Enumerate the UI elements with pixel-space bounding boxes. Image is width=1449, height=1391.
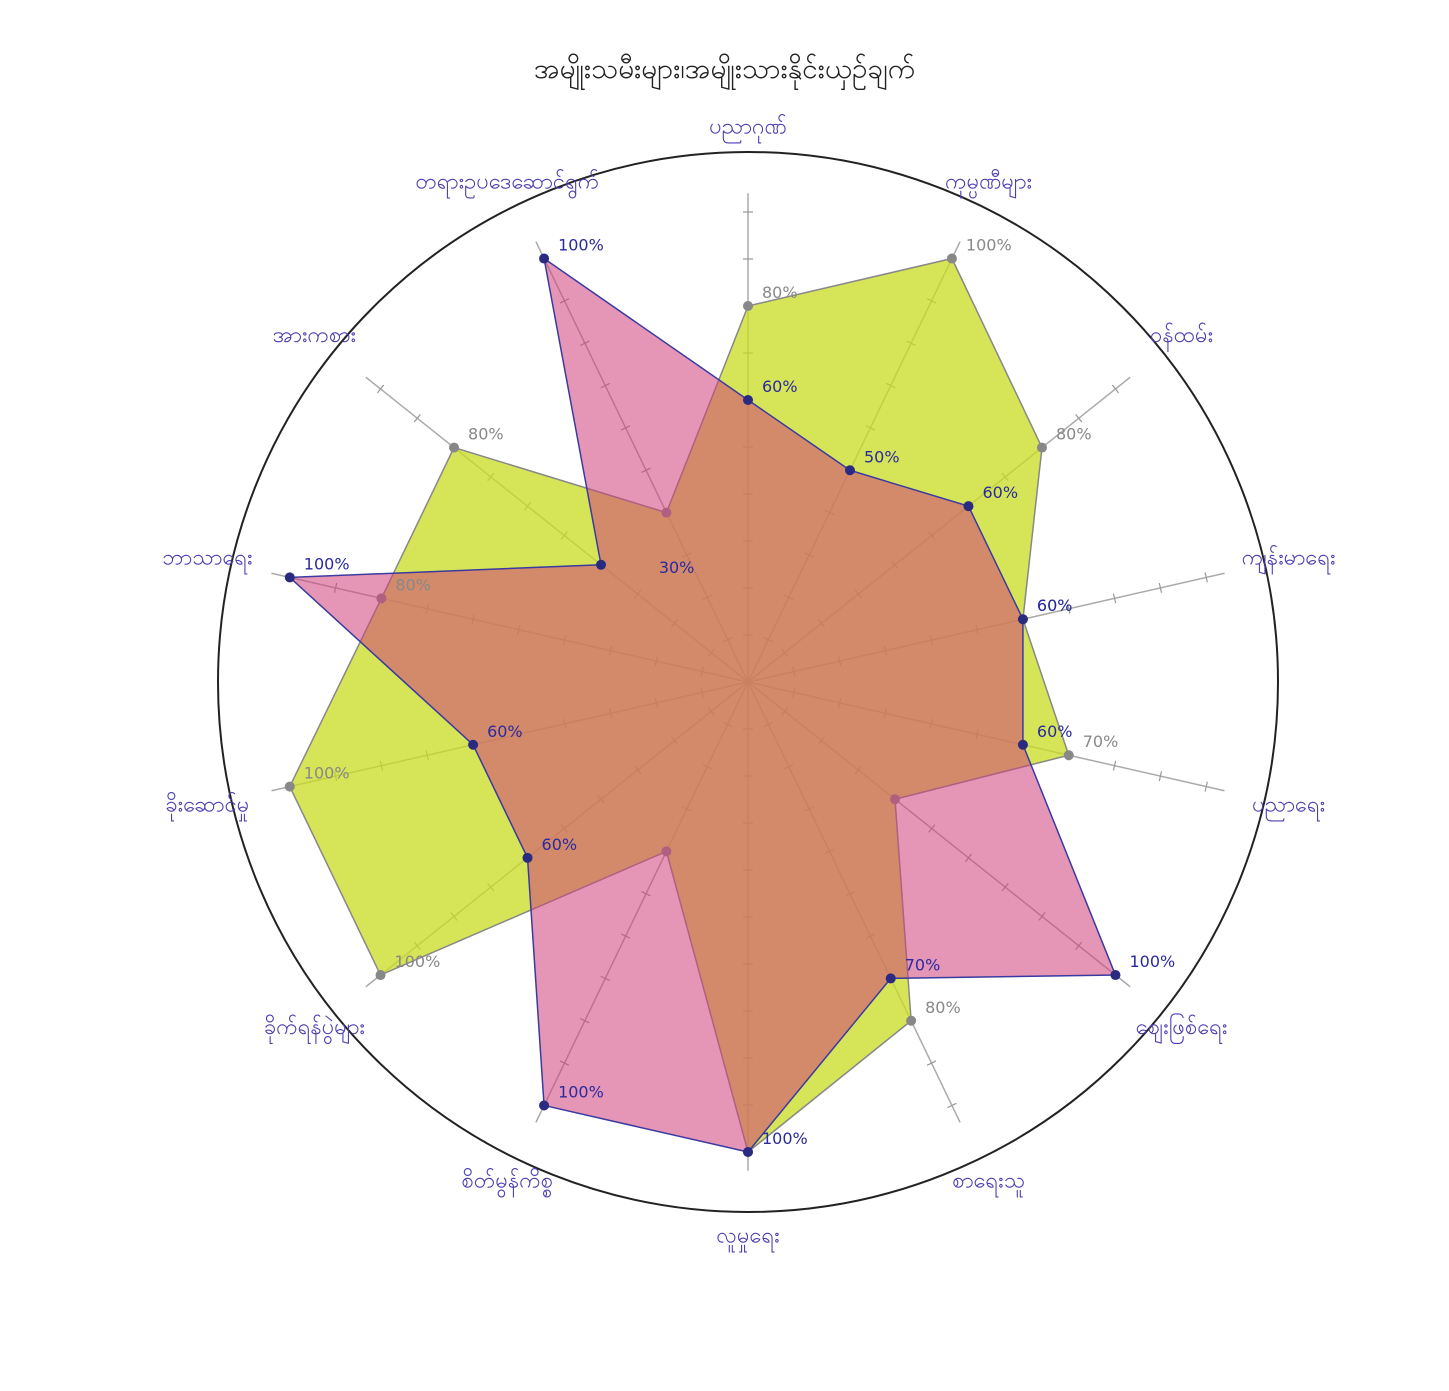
series-1-point	[449, 442, 460, 453]
green-value-label: 100%	[966, 236, 1012, 255]
series-2-point	[596, 559, 607, 570]
pink-value-label: 60%	[542, 835, 578, 854]
pink-value-label: 60%	[1037, 596, 1073, 615]
spoke-tick	[1075, 413, 1083, 423]
series-1-point	[946, 253, 957, 264]
spoke-label: စိတ်မွန်ကိစ္စ	[462, 1168, 554, 1199]
spoke-tick	[1158, 582, 1163, 593]
series-2-point	[1017, 739, 1028, 750]
green-value-label: 80%	[925, 998, 961, 1017]
chart-title: အမျိုးသမီးများ၊အမျိုးသားနိုင်းယှဉ်ချက်	[533, 52, 916, 85]
pink-value-label: 70%	[905, 955, 941, 974]
spoke-label: ဝန်ထမ်း	[1150, 322, 1213, 352]
series-2-point	[522, 852, 533, 863]
spoke-tick	[1204, 572, 1208, 583]
green-value-label: 80%	[762, 283, 798, 302]
pink-value-label: 60%	[487, 722, 523, 741]
spoke-tick	[413, 413, 421, 423]
spoke-label: ဘာသာရေး	[162, 546, 253, 575]
series-2-point	[844, 465, 855, 476]
spoke-label: ပညာရေး	[1252, 792, 1325, 821]
spoke-tick	[1112, 593, 1117, 604]
pink-value-label: 100%	[1129, 952, 1175, 971]
inner-value-label: 30%	[659, 558, 695, 577]
spoke-label: ကျန်းမာရေး	[1242, 545, 1336, 575]
series-1-point	[906, 1015, 917, 1026]
spoke-tick	[947, 1102, 957, 1109]
series-1-point	[1063, 750, 1074, 761]
spoke-tick	[1067, 603, 1071, 614]
pink-value-label: 100%	[304, 554, 350, 573]
series-2-point	[743, 395, 753, 405]
series-2-point	[1017, 614, 1028, 625]
series-1-point	[375, 970, 386, 981]
labels-layer: ပညာဂုဏ်ကုမ္ပဏီများဝန်ထမ်းကျန်းမာရေးပညာရေ…	[162, 113, 1336, 1252]
green-value-label: 100%	[304, 764, 350, 783]
series-layer	[284, 253, 1121, 1157]
spoke-label: ခိုက်ရန်ပွဲများ	[264, 1014, 365, 1045]
spoke-label: ဈေးဖြစ်ရေး	[1136, 1013, 1228, 1044]
spoke-label: တရားဥပဒေဆောင်ရွက်	[415, 168, 599, 199]
outer-circle	[217, 151, 1279, 1213]
pink-value-label: 60%	[1037, 722, 1073, 741]
spoke-tick	[1204, 781, 1208, 792]
spoke-label: စာရေးသူ	[952, 1169, 1025, 1198]
spoke-label: လူမှုရေး	[716, 1224, 779, 1253]
series-1-point	[284, 781, 295, 792]
spoke-tick	[1111, 384, 1120, 394]
pink-value-label: 100%	[558, 236, 604, 255]
green-value-label: 70%	[1083, 732, 1119, 751]
series-2-point	[468, 739, 479, 750]
green-value-label: 80%	[395, 575, 431, 594]
series-2-point	[284, 572, 295, 583]
spoke-tick	[1158, 771, 1163, 782]
series-2-point	[743, 1147, 753, 1157]
series-2-point	[539, 1100, 550, 1111]
green-value-label: 60%	[1037, 596, 1073, 615]
pink-value-label: 100%	[558, 1082, 604, 1101]
spoke-tick	[926, 1060, 937, 1066]
pink-value-label: 60%	[982, 483, 1018, 502]
spoke-label: ခိုးဆောင်မှု	[165, 791, 249, 821]
spoke-label: ပညာဂုဏ်	[709, 113, 787, 143]
green-value-label: 80%	[1056, 425, 1092, 444]
series-2-point	[963, 501, 974, 512]
pink-value-label: 100%	[762, 1129, 808, 1148]
series-1-point	[1036, 442, 1047, 453]
spoke-tick	[1112, 760, 1117, 771]
series-1-point	[743, 301, 753, 311]
spoke-label: အားကစား	[273, 323, 356, 348]
pink-value-label: 60%	[762, 377, 798, 396]
pink-value-label: 50%	[864, 447, 900, 466]
spoke-label: ကုမ္ပဏီများ	[945, 168, 1032, 198]
series-2-point	[1110, 970, 1121, 981]
series-2-point	[539, 253, 550, 264]
series-2-point	[885, 973, 896, 984]
spoke-tick	[376, 384, 385, 394]
green-value-label: 80%	[468, 425, 504, 444]
green-value-label: 100%	[395, 952, 441, 971]
